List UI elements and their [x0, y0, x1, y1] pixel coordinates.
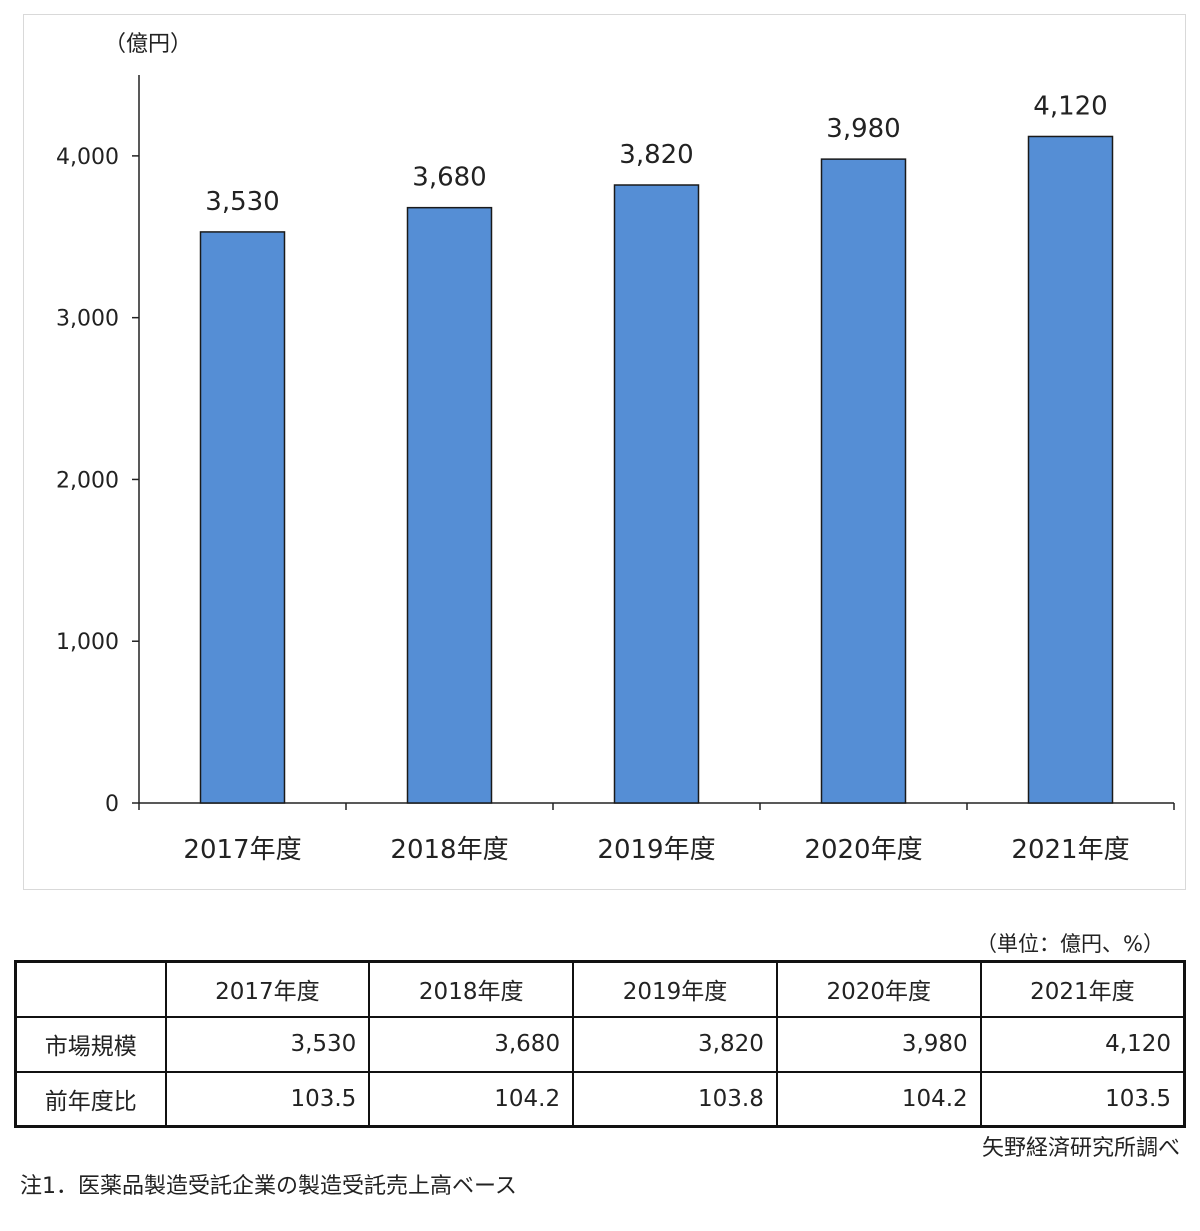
y-tick-label: 2,000	[56, 468, 119, 493]
bar-chart: 0 1,000 2,000 3,000 4,000 （億円） 3,530 2017年度 3,68…	[56, 32, 1175, 865]
table-cell: 4,120	[979, 1015, 1186, 1073]
y-unit-label: （億円）	[104, 32, 192, 57]
table-cell: 3,820	[572, 1015, 778, 1073]
y-tick-label: 3,000	[56, 307, 119, 332]
bar-value-label: 3,680	[412, 163, 486, 193]
table-cell: 3,530	[164, 1015, 371, 1073]
bar-value-label: 3,820	[619, 140, 693, 170]
table-header-cell: 2019年度	[572, 960, 778, 1018]
x-category-label: 2017年度	[183, 835, 301, 865]
bar	[820, 158, 907, 804]
table-row: 前年度比 103.5 104.2 103.8 104.2 103.5	[14, 1070, 1186, 1128]
table-cell: 103.8	[572, 1070, 778, 1128]
table-row-label: 前年度比	[14, 1070, 167, 1128]
table-header-row: 2017年度 2018年度 2019年度 2020年度 2021年度	[14, 960, 1186, 1018]
x-category-label: 2018年度	[390, 835, 508, 865]
table-header-cell	[14, 960, 167, 1018]
table-header-cell: 2017年度	[164, 960, 371, 1018]
table-cell: 104.2	[775, 1070, 982, 1128]
table-cell: 104.2	[368, 1070, 575, 1128]
bar-value-label: 3,530	[205, 187, 279, 217]
table-row-label: 市場規模	[14, 1015, 167, 1073]
table-cell: 3,980	[775, 1015, 982, 1073]
chart-container: 0 1,000 2,000 3,000 4,000 （億円） 3,530 2017年度 3,68…	[23, 14, 1186, 890]
y-tick-label: 0	[105, 792, 119, 817]
x-category-label: 2019年度	[597, 835, 715, 865]
y-tick-label: 1,000	[56, 630, 119, 655]
bar	[406, 206, 493, 804]
bar	[1027, 135, 1114, 804]
table-cell: 103.5	[979, 1070, 1186, 1128]
bar	[199, 231, 286, 804]
table-row: 市場規模 3,530 3,680 3,820 3,980 4,120	[14, 1015, 1186, 1073]
x-category-label: 2020年度	[804, 835, 922, 865]
table-header-cell: 2020年度	[775, 960, 982, 1018]
source-credit: 矢野経済研究所調べ	[981, 1136, 1180, 1161]
table-unit-note: （単位：億円、%）	[976, 932, 1164, 956]
data-table: 2017年度 2018年度 2019年度 2020年度 2021年度 市場規模 …	[14, 960, 1186, 1128]
table-cell: 3,680	[368, 1015, 575, 1073]
table-header-cell: 2018年度	[368, 960, 575, 1018]
table-cell: 103.5	[164, 1070, 371, 1128]
footnote: 注1．医薬品製造受託企業の製造受託売上高ベース	[20, 1174, 517, 1199]
y-tick-label: 4,000	[56, 145, 119, 170]
bar	[613, 184, 700, 804]
x-category-label: 2021年度	[1011, 835, 1129, 865]
bar-value-label: 3,980	[826, 114, 900, 144]
bar-value-label: 4,120	[1033, 91, 1107, 121]
table-header-cell: 2021年度	[979, 960, 1186, 1018]
